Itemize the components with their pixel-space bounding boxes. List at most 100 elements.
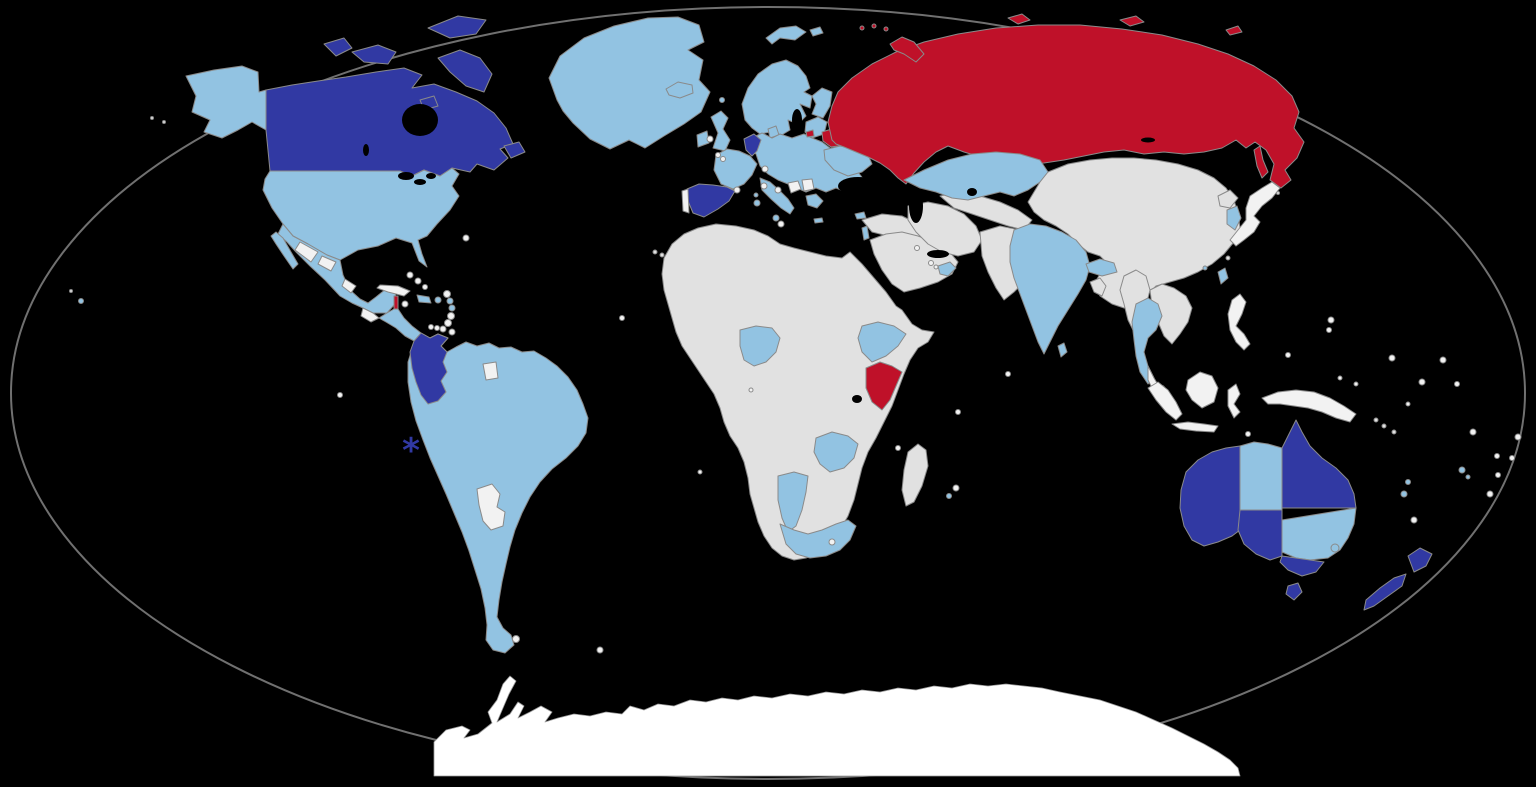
- region-wrangel: [1225, 25, 1243, 36]
- region-uae: [937, 261, 957, 277]
- region-portugal: [681, 188, 690, 214]
- region-franz-josef-2: [871, 23, 877, 29]
- region-channel-islands-1: [715, 152, 721, 158]
- region-fiji-2: [1465, 474, 1471, 480]
- black-sea: [838, 177, 878, 195]
- region-bahamas-3: [422, 284, 428, 290]
- region-galapagos: [337, 392, 343, 398]
- region-bangladesh: [1089, 277, 1107, 297]
- region-newfoundland: [503, 141, 526, 159]
- region-taiwan: [1217, 267, 1229, 285]
- region-uk: [710, 110, 731, 152]
- region-vanuatu: [1405, 479, 1411, 485]
- region-guadeloupe: [446, 297, 454, 305]
- great-lakes-2: [414, 179, 426, 185]
- region-ireland: [696, 130, 710, 148]
- region-samoa-1: [1494, 453, 1500, 459]
- aral-sea: [967, 188, 977, 196]
- region-franz-josef-1: [859, 25, 865, 31]
- region-abc-islands-1: [428, 324, 434, 330]
- lake-victoria: [852, 395, 862, 403]
- region-spain: [686, 183, 736, 218]
- region-antilles-1: [443, 290, 451, 298]
- region-canada-ellesmere-island: [427, 15, 487, 39]
- region-mexico-baja: [270, 231, 299, 270]
- region-antilles-2: [447, 312, 455, 320]
- region-australia-vic: [1279, 555, 1325, 577]
- region-palau: [1285, 352, 1291, 358]
- region-kiribati-2: [1418, 378, 1426, 386]
- region-severnaya-zemlya: [1007, 13, 1031, 25]
- region-south-georgia: [596, 646, 604, 654]
- region-australia-tas: [1285, 582, 1303, 601]
- region-crete: [813, 217, 824, 224]
- region-israel: [861, 225, 870, 241]
- region-colombia: [409, 332, 449, 405]
- region-corsica: [753, 192, 759, 198]
- region-seychelles: [955, 409, 961, 415]
- region-greenland: [548, 16, 711, 150]
- region-st-helena: [697, 469, 703, 475]
- region-pacific-island-4: [1410, 516, 1418, 524]
- region-benelux: [743, 133, 762, 157]
- region-australia-nt: [1239, 441, 1283, 511]
- region-aleutians-1: [150, 116, 154, 120]
- region-nauru: [1405, 401, 1411, 407]
- region-morocco-canary-1: [652, 249, 658, 255]
- region-samoa-2: [1509, 455, 1515, 461]
- region-micronesia-1: [1337, 375, 1343, 381]
- region-greece: [805, 193, 824, 209]
- region-solomon-islands-1: [1373, 417, 1379, 423]
- region-hong-kong: [1202, 265, 1208, 271]
- region-abc-islands-2: [434, 325, 440, 331]
- region-pacific-island-3: [1486, 490, 1494, 498]
- region-hawaii-islets: [69, 289, 73, 293]
- region-bosnia: [787, 180, 802, 194]
- region-canada-banks-island: [323, 37, 353, 57]
- region-channel-islands-2: [720, 156, 726, 162]
- region-falklands: [512, 635, 520, 643]
- region-canada-baffin-island: [437, 49, 493, 93]
- peru-asterisk-annotation: *: [402, 431, 420, 471]
- region-solomon-islands-3: [1391, 429, 1397, 435]
- region-comoros: [895, 445, 901, 451]
- region-fiji-1: [1458, 466, 1466, 474]
- region-new-siberian-islands: [1119, 15, 1145, 27]
- region-australia-qld: [1281, 419, 1357, 509]
- region-russia: [827, 24, 1305, 189]
- caspian-sea: [909, 189, 923, 223]
- region-lesotho: [828, 538, 836, 546]
- region-tuvalu: [1454, 381, 1460, 387]
- region-finland: [811, 87, 833, 119]
- great-lakes-1: [398, 172, 414, 180]
- region-nigeria: [739, 325, 781, 367]
- region-isle-of-man: [706, 135, 714, 143]
- baltic-sea: [792, 109, 802, 131]
- region-mexico-state-1: [294, 241, 319, 263]
- region-sulawesi: [1227, 383, 1241, 419]
- region-java: [1171, 421, 1219, 433]
- region-pacific-island-1: [1469, 428, 1477, 436]
- region-hispaniola: [416, 294, 432, 304]
- region-guam: [1327, 316, 1335, 324]
- region-jamaica: [401, 300, 409, 308]
- region-mexico-state-2: [317, 255, 337, 272]
- region-japan: [1229, 181, 1281, 247]
- lake-winnipeg: [363, 144, 369, 156]
- region-new-caledonia: [1400, 490, 1408, 498]
- region-india: [1009, 223, 1091, 355]
- region-new-zealand-south: [1363, 573, 1407, 611]
- region-north-korea: [1217, 189, 1239, 209]
- region-bermuda: [462, 234, 470, 242]
- region-novaya-zemlya: [889, 36, 925, 63]
- region-liechtenstein: [761, 165, 769, 173]
- region-alaska: [185, 65, 267, 139]
- region-malta: [777, 220, 785, 228]
- region-andorra: [733, 186, 741, 194]
- region-hawaii: [78, 298, 84, 304]
- region-belize: [393, 295, 399, 310]
- region-svalbard: [765, 25, 807, 45]
- region-iran: [907, 201, 983, 257]
- persian-gulf: [927, 250, 949, 258]
